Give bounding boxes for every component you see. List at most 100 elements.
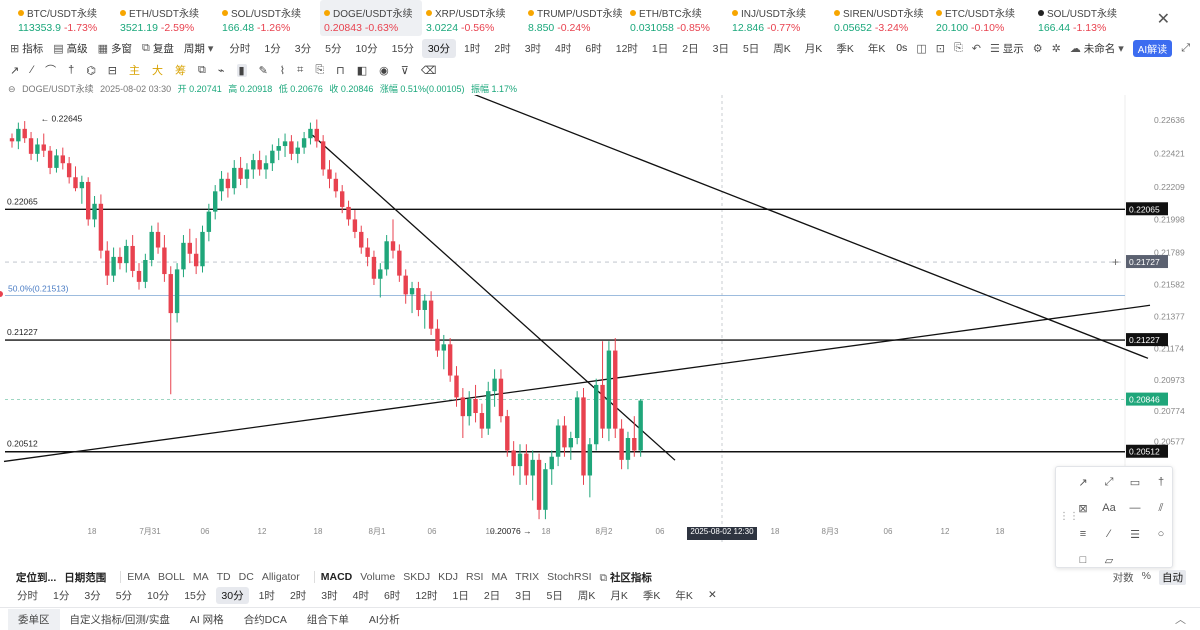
community-indicators-button[interactable]: ⧉ 社区指标 — [599, 571, 652, 584]
ticker-item[interactable]: ETH/USDT永续 3521.19 -2.59% — [116, 0, 218, 36]
bottom-tab[interactable]: 合约DCA — [243, 613, 287, 626]
palette-tool-icon[interactable]: ▭ — [1129, 476, 1141, 489]
palette-tool-icon[interactable]: ⫽ — [1158, 501, 1164, 514]
ray-tool-icon[interactable]: ⁄ — [31, 64, 34, 76]
timeframe-option[interactable]: 1日 — [452, 589, 469, 602]
timeframe-option[interactable]: 5分 — [115, 589, 133, 602]
ticker-item[interactable]: INJ/USDT永续 12.846 -0.77% — [728, 0, 830, 36]
palette-tool-icon[interactable]: ▱ — [1104, 554, 1114, 567]
fullscreen-icon[interactable]: ⤢ — [1181, 41, 1190, 54]
timeframe-option[interactable]: 5日 — [742, 42, 760, 55]
timeframe-option[interactable]: 2日 — [682, 42, 699, 55]
palette-tool-icon[interactable]: Aa — [1102, 502, 1116, 514]
palette-tool-icon[interactable]: † — [1157, 476, 1165, 488]
ai-interpret-button[interactable]: AI解读 — [1132, 39, 1173, 57]
timeframe-option[interactable]: 6时 — [585, 42, 602, 55]
palette-tool-icon[interactable]: ○ — [1157, 528, 1165, 540]
trash-icon[interactable]: ⌫ — [420, 64, 437, 77]
sub-indicator-option[interactable]: MA — [491, 571, 508, 583]
camera-icon[interactable]: ◫ — [916, 42, 927, 55]
main-indicator-option[interactable]: MA — [192, 571, 209, 583]
timeframe-option[interactable]: 3时 — [321, 589, 338, 602]
auto-scale-toggle[interactable]: 自动 — [1159, 569, 1186, 585]
chevron-up-icon[interactable]: ︿ — [1175, 614, 1186, 626]
ticker-item[interactable]: XRP/USDT永续 3.0224 -0.56% — [422, 0, 524, 36]
ticker-item[interactable]: SIREN/USDT永续 0.05652 -3.24% — [830, 0, 932, 36]
timeframe-option[interactable]: 周K — [577, 589, 596, 602]
ticker-item[interactable]: BTC/USDT永续 113353.9 -1.73% — [14, 0, 116, 36]
bottom-tab[interactable]: 自定义指标/回测/实盘 — [69, 613, 170, 626]
advanced-button[interactable]: ▤ 高级 — [53, 42, 88, 55]
timeframe-option[interactable]: 4时 — [352, 589, 369, 602]
locate-button[interactable]: 定位到... — [16, 571, 57, 584]
timeframe-option[interactable]: 6时 — [383, 589, 401, 602]
pattern-tool-icon[interactable]: ⌬ — [86, 64, 96, 77]
timeframe-option[interactable]: 1分 — [53, 589, 70, 602]
timeframe-option[interactable]: 4时 — [555, 42, 572, 55]
sub-indicator-option[interactable]: TRIX — [515, 571, 540, 583]
indicator-button[interactable]: ⊞ 指标 — [10, 42, 44, 55]
palette-tool-icon[interactable]: □ — [1079, 554, 1087, 566]
timeframe-option[interactable]: 30分 — [421, 38, 457, 58]
palette-tool-icon[interactable]: ⁄ — [1108, 528, 1110, 540]
ticker-item[interactable]: DOGE/USDT永续 0.20843 -0.63% — [320, 0, 422, 36]
timeframe-option[interactable]: 3时 — [524, 42, 542, 55]
date-range-button[interactable]: 日期范围 — [64, 571, 107, 584]
main-indicator-option[interactable]: DC — [238, 571, 254, 583]
chart-canvas[interactable]: 0.22636 0.22421 0.22209 0.21998 0.21789 0.215… — [0, 80, 1200, 545]
sub-indicator-option[interactable]: KDJ — [438, 571, 458, 583]
hide-icon[interactable]: ◧ — [356, 64, 368, 77]
sub-indicator-option[interactable]: Volume — [360, 571, 396, 583]
sub-indicator-option[interactable]: MACD — [320, 571, 353, 583]
timeframe-option[interactable]: 3分 — [294, 42, 312, 55]
copy-icon[interactable]: ⎘ — [315, 63, 325, 76]
compare-icon[interactable]: ⧉ — [198, 63, 206, 76]
main-chart-tool[interactable]: 主 — [129, 65, 141, 77]
timeframe-option[interactable]: 3日 — [515, 589, 532, 602]
timeframe-option[interactable]: 季K — [836, 42, 854, 55]
main-indicator-option[interactable]: TD — [216, 571, 231, 583]
timeframe-option[interactable]: 30分 — [216, 586, 249, 604]
ticker-item[interactable]: ETH/BTC永续 0.031058 -0.85% — [626, 0, 728, 36]
timeframe-option[interactable]: 3分 — [84, 589, 101, 602]
close-icon[interactable]: ✕ — [1156, 11, 1170, 28]
timeframe-option[interactable]: 1日 — [651, 42, 669, 55]
timeframe-option[interactable]: 1分 — [264, 42, 281, 55]
timeframe-option[interactable]: 12时 — [615, 42, 638, 55]
timeframe-option[interactable]: 月K — [610, 589, 628, 602]
eye-icon[interactable]: ◉ — [379, 64, 389, 77]
ticker-item[interactable]: SOL/USDT永续 166.48 -1.26% — [218, 0, 320, 36]
palette-tool-icon[interactable]: ⤢ — [1104, 475, 1114, 488]
fib-tool-icon[interactable]: ⊟ — [107, 64, 118, 77]
undo-icon[interactable]: ↶ — [971, 42, 981, 55]
multi-window-button[interactable]: ▦ 多窗 — [97, 42, 133, 55]
timeframe-option[interactable]: 12时 — [415, 589, 438, 602]
main-indicator-option[interactable]: EMA — [127, 571, 151, 583]
brush-icon[interactable]: ⌇ — [279, 64, 286, 77]
timeframe-option[interactable]: 季K — [642, 589, 661, 602]
settings-icon[interactable]: ⚙ — [1032, 42, 1043, 55]
timeframe-option[interactable]: 10分 — [147, 589, 170, 602]
cursor-icon[interactable]: ▮ — [236, 63, 247, 77]
big-tool[interactable]: 大 — [152, 65, 164, 77]
drag-handle-icon[interactable]: ⋮⋮ — [1059, 511, 1079, 522]
timeframe-option[interactable]: 5分 — [325, 42, 342, 55]
timeframe-option[interactable]: 1时 — [464, 42, 481, 55]
ticker-item[interactable]: TRUMP/USDT永续 8.850 -0.24% — [524, 0, 626, 36]
period-button[interactable]: 周期 ▾ — [183, 42, 214, 55]
gear-icon[interactable]: ✲ — [1051, 42, 1061, 55]
pen-icon[interactable]: ✎ — [258, 64, 268, 77]
sub-indicator-option[interactable]: StochRSI — [547, 571, 592, 583]
timeframe-option[interactable]: 3日 — [712, 42, 729, 55]
comment-icon[interactable]: ⎘ — [953, 41, 963, 54]
timeframe-option[interactable]: 15分 — [391, 42, 414, 55]
timeframe-option[interactable]: 5日 — [546, 589, 563, 602]
timeframe-option[interactable]: 年K — [675, 589, 693, 602]
chip-tool[interactable]: 筹 — [175, 65, 187, 77]
timeframe-option[interactable]: 2时 — [289, 589, 307, 602]
line-tool-icon[interactable]: ↗ — [10, 64, 20, 77]
timeframe-option[interactable]: 分时 — [229, 42, 251, 55]
bottom-tab[interactable]: 委单区 — [8, 608, 60, 630]
bottom-tab[interactable]: 组合下单 — [306, 613, 349, 626]
filter-icon[interactable]: ⊽ — [400, 64, 409, 77]
